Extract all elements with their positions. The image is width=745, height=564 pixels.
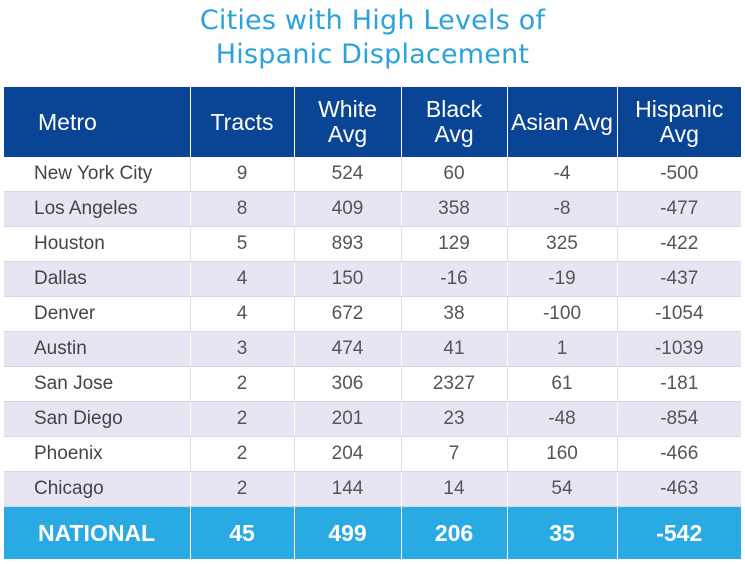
table-header-row: Metro Tracts White Avg Black Avg Asian Avg… [4, 87, 741, 157]
asian-avg-cell: 1 [507, 331, 618, 367]
national-total-row: NATIONAL 45 499 206 35 -542 [4, 506, 741, 559]
table-row: New York City 9 524 60 -4 -500 [4, 157, 741, 192]
table-row: San Diego 2 201 23 -48 -854 [4, 401, 741, 437]
white-avg-cell: 150 [294, 261, 402, 297]
hispanic-avg-cell: -466 [617, 436, 741, 472]
black-avg-cell: 2327 [401, 366, 508, 402]
hispanic-avg-cell: -463 [617, 471, 741, 507]
asian-avg-cell: -100 [507, 296, 618, 332]
black-avg-cell: 23 [401, 401, 508, 437]
tracts-cell: 3 [190, 331, 295, 367]
metro-cell: Austin [4, 331, 191, 367]
tracts-cell: 5 [190, 226, 295, 262]
hispanic-avg-cell: -1039 [617, 331, 741, 367]
table-row: Chicago 2 144 14 54 -463 [4, 471, 741, 507]
metro-cell: Denver [4, 296, 191, 332]
header-white-avg-line-2: Avg [327, 121, 368, 147]
metro-cell: Dallas [4, 261, 191, 297]
black-avg-cell: 7 [401, 436, 508, 472]
tracts-cell: 2 [190, 471, 295, 507]
header-black-avg-line-1: Black [425, 96, 483, 122]
header-metro: Metro [4, 87, 191, 157]
metro-cell: Phoenix [4, 436, 191, 472]
metro-cell: Houston [4, 226, 191, 262]
asian-avg-cell: 160 [507, 436, 618, 472]
table-row: Phoenix 2 204 7 160 -466 [4, 436, 741, 472]
black-avg-cell: 14 [401, 471, 508, 507]
hispanic-avg-cell: -1054 [617, 296, 741, 332]
national-hispanic-avg-cell: -542 [617, 506, 741, 559]
white-avg-cell: 474 [294, 331, 402, 367]
metro-cell: New York City [4, 157, 191, 192]
tracts-cell: 4 [190, 296, 295, 332]
tracts-cell: 9 [190, 157, 295, 192]
black-avg-cell: 129 [401, 226, 508, 262]
asian-avg-cell: -19 [507, 261, 618, 297]
header-tracts: Tracts [190, 87, 295, 157]
black-avg-cell: 358 [401, 191, 508, 227]
tracts-cell: 2 [190, 366, 295, 402]
national-tracts-cell: 45 [190, 506, 295, 559]
national-metro-cell: NATIONAL [4, 506, 191, 559]
hispanic-avg-cell: -437 [617, 261, 741, 297]
white-avg-cell: 524 [294, 157, 402, 192]
chart-title: Cities with High Levels of Hispanic Disp… [0, 4, 745, 72]
asian-avg-cell: 54 [507, 471, 618, 507]
asian-avg-cell: -4 [507, 157, 618, 192]
white-avg-cell: 204 [294, 436, 402, 472]
hispanic-avg-cell: -181 [617, 366, 741, 402]
displacement-table: Metro Tracts White Avg Black Avg Asian Avg… [4, 87, 741, 559]
table-row: Houston 5 893 129 325 -422 [4, 226, 741, 262]
black-avg-cell: -16 [401, 261, 508, 297]
hispanic-avg-cell: -500 [617, 157, 741, 192]
asian-avg-cell: 325 [507, 226, 618, 262]
header-hispanic-avg-line-2: Avg [659, 121, 699, 147]
table-row: San Jose 2 306 2327 61 -181 [4, 366, 741, 402]
tracts-cell: 2 [190, 401, 295, 437]
chart-title-line-2: Hispanic Displacement [215, 39, 530, 70]
white-avg-cell: 409 [294, 191, 402, 227]
header-hispanic-avg-line-1: Hispanic [635, 96, 724, 122]
national-asian-avg-cell: 35 [507, 506, 618, 559]
black-avg-cell: 60 [401, 157, 508, 192]
table-row: Austin 3 474 41 1 -1039 [4, 331, 741, 367]
white-avg-cell: 893 [294, 226, 402, 262]
white-avg-cell: 672 [294, 296, 402, 332]
metro-cell: San Jose [4, 366, 191, 402]
table-body: New York City 9 524 60 -4 -500 Los Angeles 8 409… [4, 157, 741, 559]
header-hispanic-avg: Hispanic Avg [617, 87, 741, 157]
white-avg-cell: 201 [294, 401, 402, 437]
tracts-cell: 4 [190, 261, 295, 297]
tracts-cell: 2 [190, 436, 295, 472]
asian-avg-cell: 61 [507, 366, 618, 402]
table-row: Dallas 4 150 -16 -19 -437 [4, 261, 741, 297]
header-asian-avg: Asian Avg [507, 87, 618, 157]
table-row: Los Angeles 8 409 358 -8 -477 [4, 191, 741, 227]
tracts-cell: 8 [190, 191, 295, 227]
metro-cell: Los Angeles [4, 191, 191, 227]
header-black-avg-line-2: Avg [434, 121, 474, 147]
asian-avg-cell: -48 [507, 401, 618, 437]
white-avg-cell: 306 [294, 366, 402, 402]
metro-cell: Chicago [4, 471, 191, 507]
header-black-avg: Black Avg [401, 87, 508, 157]
national-black-avg-cell: 206 [401, 506, 508, 559]
hispanic-avg-cell: -477 [617, 191, 741, 227]
white-avg-cell: 144 [294, 471, 402, 507]
hispanic-avg-cell: -854 [617, 401, 741, 437]
header-white-avg: White Avg [294, 87, 402, 157]
black-avg-cell: 41 [401, 331, 508, 367]
displacement-table-container: Metro Tracts White Avg Black Avg Asian Avg… [4, 87, 741, 561]
chart-title-line-1: Cities with High Levels of [199, 5, 546, 36]
metro-cell: San Diego [4, 401, 191, 437]
table-row: Denver 4 672 38 -100 -1054 [4, 296, 741, 332]
asian-avg-cell: -8 [507, 191, 618, 227]
national-white-avg-cell: 499 [294, 506, 402, 559]
black-avg-cell: 38 [401, 296, 508, 332]
header-white-avg-line-1: White [318, 96, 377, 122]
hispanic-avg-cell: -422 [617, 226, 741, 262]
